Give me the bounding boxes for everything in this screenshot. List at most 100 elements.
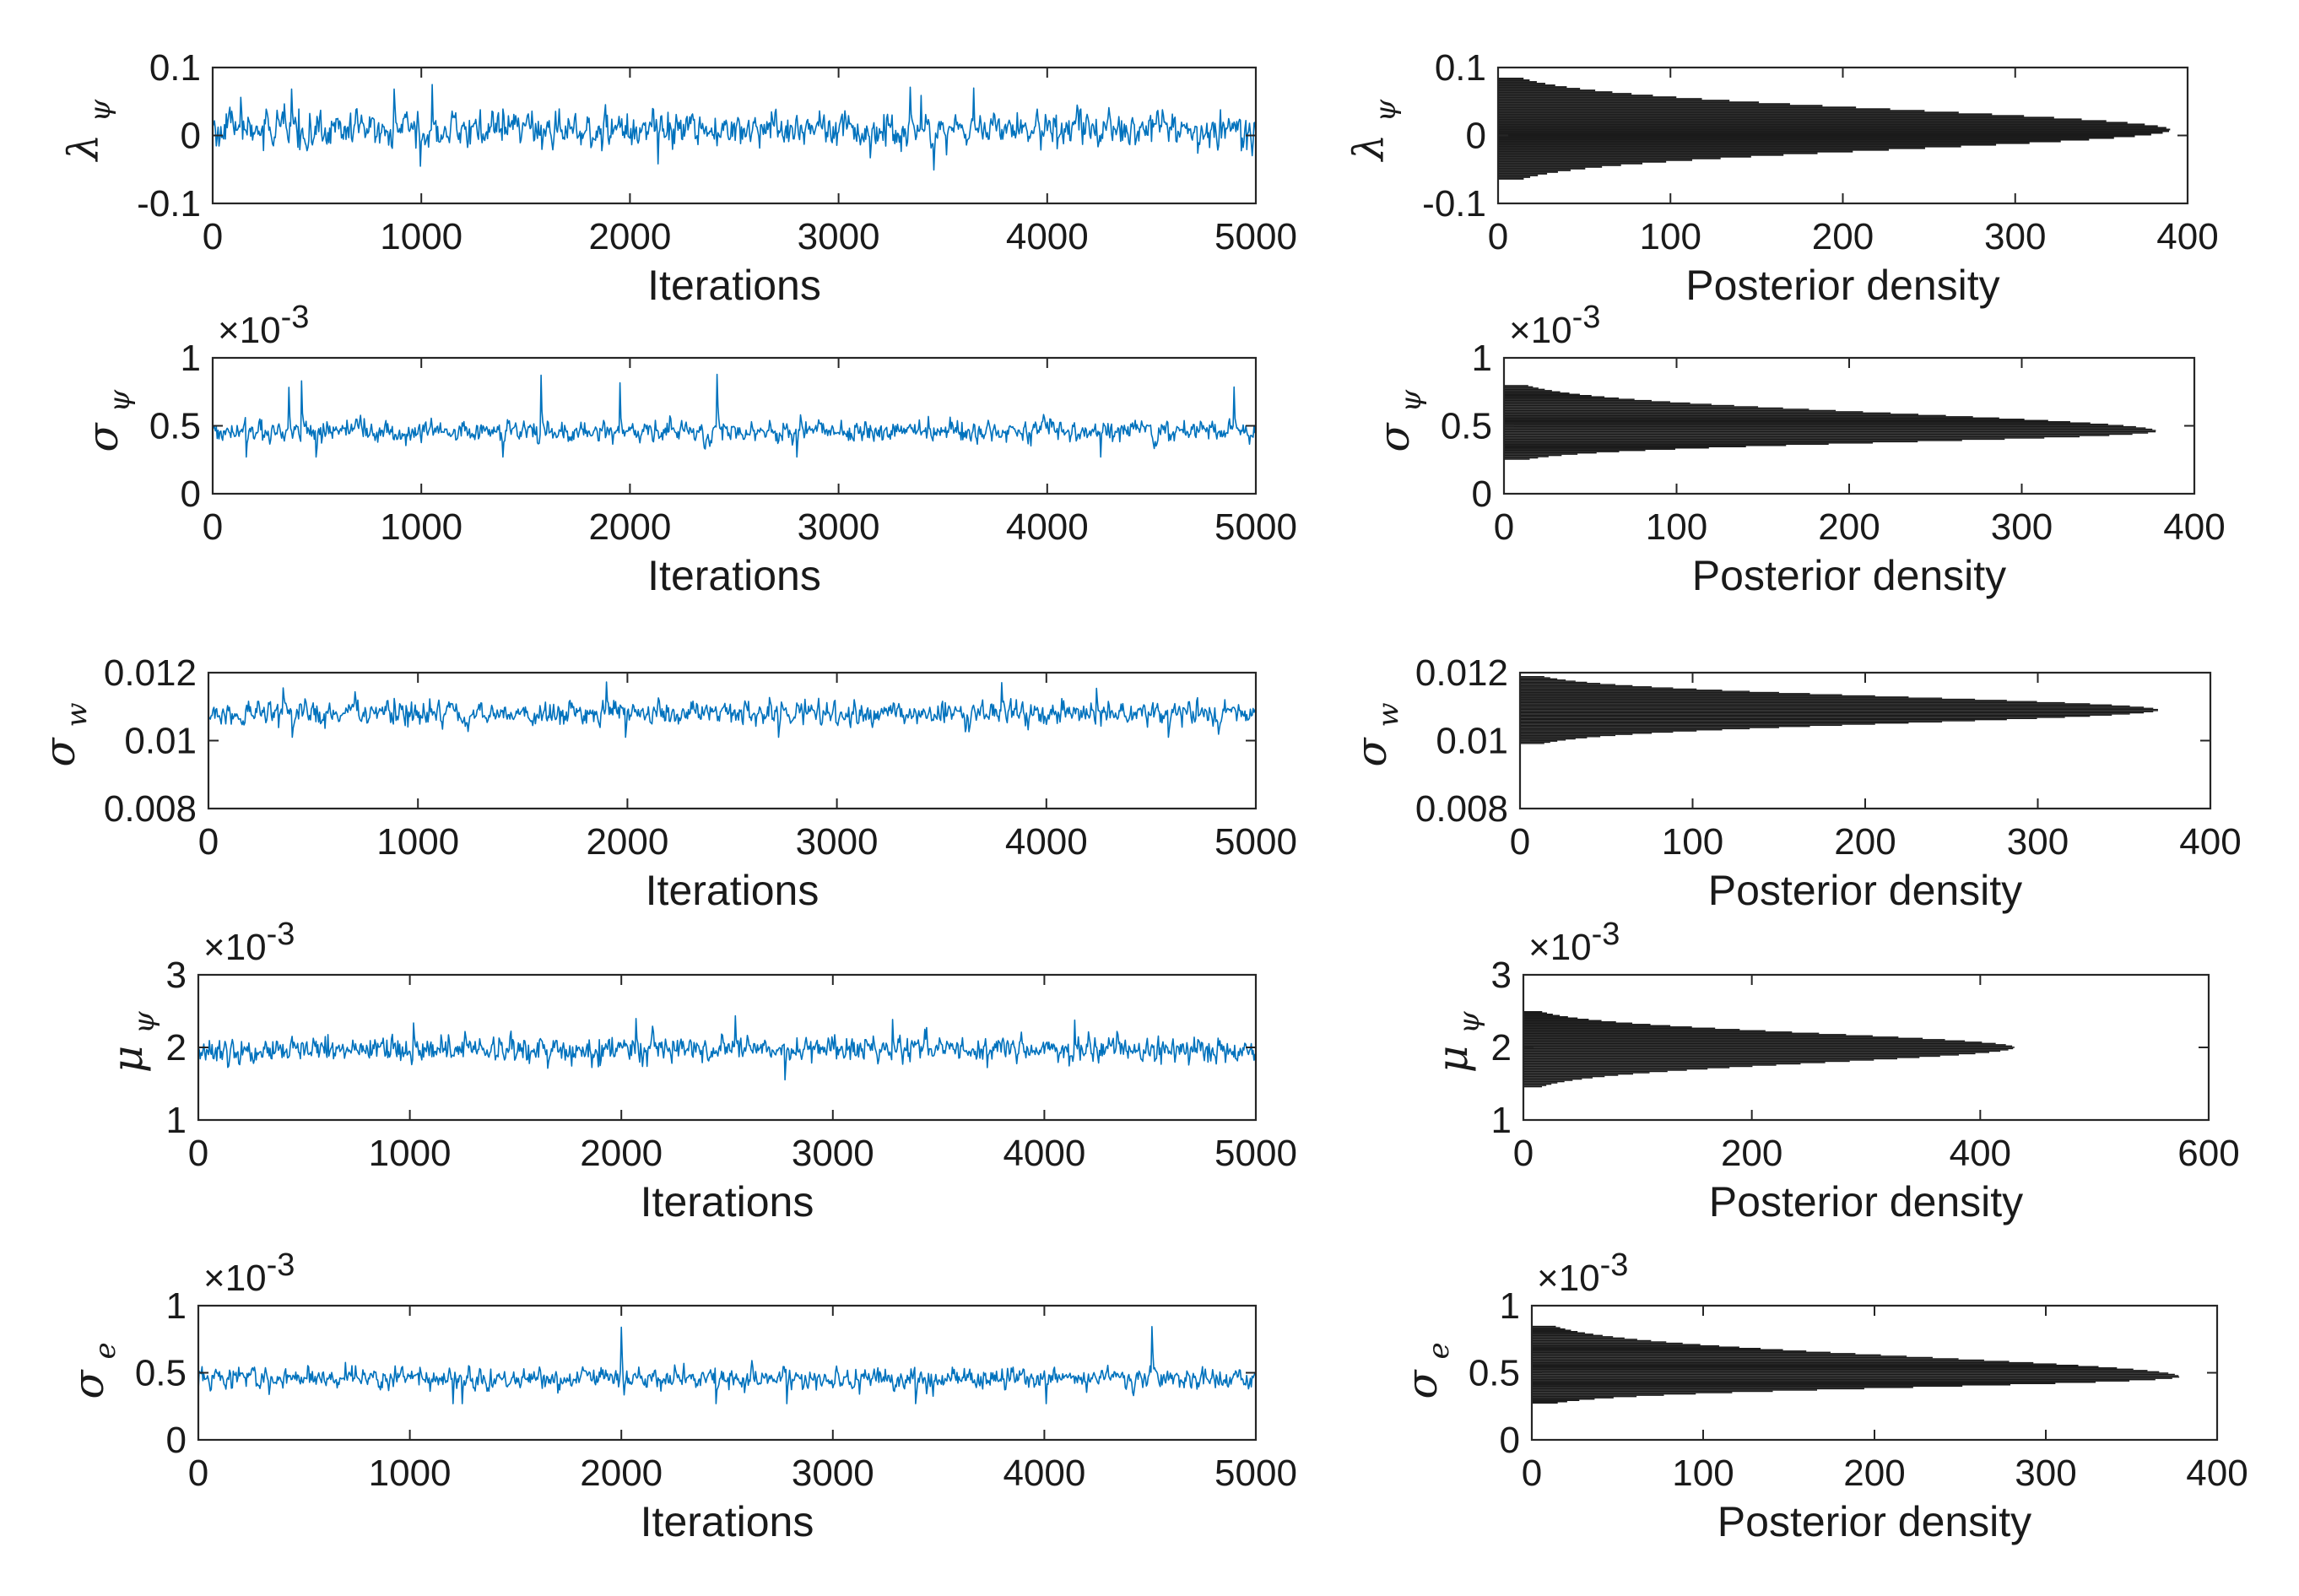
- histogram-bar: [1498, 150, 1853, 153]
- x-tick-label: 3000: [798, 216, 880, 257]
- histogram-bar: [1523, 1063, 1801, 1065]
- histogram-bar: [1504, 435, 2110, 436]
- histogram-bar: [1504, 420, 2070, 423]
- histogram-bar: [1520, 677, 1550, 679]
- histogram-bar: [1498, 88, 1581, 90]
- histogram-bar: [1520, 715, 2091, 717]
- x-axis-label: Posterior density: [1685, 262, 1999, 309]
- x-tick-label: 0: [203, 216, 223, 257]
- histogram-bar: [1498, 132, 2163, 134]
- histogram-bar: [1523, 1073, 1634, 1075]
- histogram-bar: [1498, 149, 1889, 151]
- y-tick-label: 0.008: [1415, 788, 1508, 830]
- panel-1: 0 1000 2000 3000 4000 5000-0.100.1Iterationsλ…: [59, 47, 1297, 309]
- axis-multiplier: ×10-3: [218, 300, 309, 351]
- histogram-bar: [1504, 437, 2045, 439]
- histogram-bar: [1504, 458, 1530, 460]
- histogram-bar: [1532, 1329, 1571, 1331]
- trace-line: [197, 1326, 1257, 1404]
- y-label-symbol: σ: [64, 1369, 113, 1399]
- x-tick-label: 0: [188, 1453, 208, 1494]
- y-label-symbol: σ: [78, 422, 127, 452]
- histogram-bar: [1532, 1393, 1696, 1395]
- histogram-bar: [1520, 696, 1909, 698]
- histogram-bar: [1504, 414, 1946, 417]
- histogram-bar: [1532, 1337, 1625, 1339]
- histogram-bar: [1520, 703, 2091, 705]
- y-axis-label: σw: [1347, 702, 1405, 766]
- histogram-bar: [1520, 701, 2065, 704]
- histogram-bar: [1523, 1077, 1593, 1079]
- histogram-bar: [1523, 1052, 1976, 1055]
- x-tick-label: 3000: [792, 1133, 874, 1174]
- histogram-bar: [1523, 1014, 1561, 1017]
- histogram-bar: [1498, 138, 2090, 141]
- histogram-bar: [1520, 694, 1842, 695]
- x-axis-label: Iterations: [641, 1178, 814, 1225]
- y-label-subscript: w: [60, 702, 94, 727]
- histogram-bar: [1520, 729, 1723, 731]
- y-axis-label: λψ: [59, 100, 117, 163]
- axis-multiplier-exponent: -3: [1572, 300, 1601, 335]
- histogram-bar: [1523, 1032, 1820, 1035]
- y-tick-label: -0.1: [1422, 183, 1486, 225]
- x-tick-label: 2000: [588, 216, 671, 257]
- histogram-bar: [1532, 1380, 2130, 1382]
- histogram-bar: [1532, 1349, 1783, 1351]
- histogram-bar: [1504, 446, 1709, 449]
- histogram-bar: [1532, 1368, 2134, 1371]
- axis-multiplier-exponent: -3: [1592, 917, 1620, 952]
- histogram-bar: [1504, 453, 1578, 455]
- histogram-bar: [1520, 724, 1842, 727]
- trace-line: [197, 1014, 1257, 1081]
- y-tick-label: 0.1: [149, 47, 201, 89]
- x-tick-label: 400: [2163, 506, 2225, 548]
- histogram-bar: [1498, 79, 1530, 82]
- axis-multiplier: ×10-3: [1528, 917, 1620, 968]
- x-tick-label: 100: [1662, 821, 1723, 863]
- x-tick-label: 0: [203, 506, 223, 548]
- histogram-bar: [1523, 1058, 1897, 1060]
- histogram-bar: [1523, 1064, 1777, 1066]
- histogram-bar: [1504, 406, 1759, 408]
- histogram-bar: [1498, 110, 1925, 112]
- y-tick-label: 0.5: [1469, 1353, 1520, 1394]
- x-axis-label: Posterior density: [1692, 552, 2006, 599]
- x-tick-label: 0: [1510, 821, 1530, 863]
- histogram-bar: [1520, 717, 2037, 720]
- histogram-bar: [1523, 1085, 1547, 1086]
- histogram-bar: [1520, 720, 1976, 722]
- x-tick-label: 5000: [1214, 216, 1297, 257]
- histogram-bar: [1532, 1334, 1603, 1337]
- x-axis-label: Iterations: [647, 262, 821, 309]
- histogram-bar: [1498, 113, 1993, 116]
- histogram-bar: [1520, 736, 1601, 738]
- x-tick-label: 300: [2007, 821, 2069, 863]
- histogram-bar: [1520, 691, 1779, 694]
- y-axis-label: σe: [64, 1342, 122, 1399]
- histogram-bar: [1520, 711, 2145, 714]
- panel-5: 0 1000 2000 3000 4000 5000 0.008 0.01 0.012 Itera…: [35, 652, 1297, 914]
- x-tick-label: 4000: [1003, 1133, 1085, 1174]
- histogram-bar: [1523, 1078, 1582, 1080]
- axis-multiplier: ×10-3: [203, 917, 295, 968]
- histogram-bar: [1532, 1339, 1637, 1340]
- x-tick-label: 4000: [1003, 1453, 1085, 1494]
- y-label-subscript: ψ: [1369, 100, 1403, 122]
- histogram-bar: [1504, 452, 1597, 454]
- histogram-bar: [1532, 1330, 1578, 1333]
- histogram-bar: [1504, 408, 1809, 410]
- histogram-bar: [1498, 96, 1677, 99]
- x-tick-label: 0: [1522, 1453, 1542, 1494]
- axis-multiplier-exponent: -3: [267, 917, 295, 952]
- histogram-bar: [1523, 1049, 2009, 1051]
- histogram-bar: [1504, 385, 1528, 387]
- histogram-bar: [1532, 1342, 1683, 1344]
- histogram-bar: [1520, 708, 2158, 711]
- x-tick-label: 4000: [1006, 216, 1089, 257]
- y-tick-label: 0.008: [104, 788, 197, 830]
- y-tick-label: 1: [1500, 1285, 1520, 1327]
- x-tick-label: 5000: [1214, 821, 1297, 863]
- axes-frame: [197, 1304, 1258, 1442]
- x-tick-label: 400: [1950, 1133, 2011, 1174]
